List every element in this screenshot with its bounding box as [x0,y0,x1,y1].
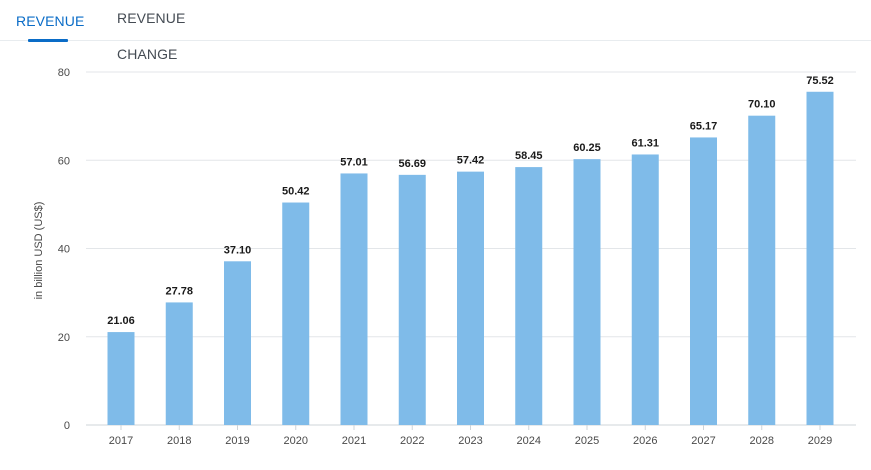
bar[interactable] [457,171,484,425]
x-tick-label: 2027 [691,435,715,447]
bar[interactable] [107,332,135,425]
bar[interactable] [515,167,543,425]
tab-revenue-change[interactable]: REVENUE CHANGE [117,0,247,62]
revenue-bar-chart: 21.06 27.78 37.10 50.42 57.01 56.69 57.42 58.45… [33,67,856,447]
tab-bar: REVENUE REVENUE CHANGE [0,0,871,62]
bar-value-label: 60.25 [573,142,601,154]
bar[interactable] [573,159,601,425]
bar[interactable] [806,91,834,425]
tab-revenue[interactable]: REVENUE [16,0,84,42]
x-tick-label: 2022 [400,435,424,447]
bar-value-label: 21.06 [107,315,135,327]
bar-value-label: 58.45 [515,150,543,162]
x-tick-label: 2017 [109,435,133,447]
bar-value-label: 50.42 [282,186,310,198]
bar-value-label: 57.01 [340,156,368,168]
y-tick-label: 60 [58,155,70,167]
x-tick-label: 2029 [808,435,832,447]
bar-value-label: 37.10 [224,244,252,256]
bar-value-label: 27.78 [165,285,193,297]
y-tick-label: 20 [58,332,70,344]
bar[interactable] [631,154,659,425]
y-tick-label: 80 [58,67,70,79]
bar[interactable] [165,302,193,425]
bar[interactable] [398,174,426,425]
bar[interactable] [690,137,717,425]
bar-value-label: 70.10 [748,99,776,111]
bar-value-label: 75.52 [806,75,834,87]
bar-value-label: 57.42 [457,155,485,167]
x-tick-label: 2019 [225,435,249,447]
bar[interactable] [282,202,310,425]
bar-value-label: 56.69 [398,158,426,170]
x-tick-label: 2018 [167,435,191,447]
x-tick-label: 2023 [458,435,482,447]
y-axis-label: in billion USD (US$) [33,202,45,300]
y-tick-label: 40 [58,244,70,256]
x-tick-label: 2028 [750,435,774,447]
x-tick-label: 2020 [284,435,308,447]
x-tick-label: 2026 [633,435,657,447]
y-tick-label: 0 [64,420,70,432]
x-tick-label: 2025 [575,435,599,447]
bar[interactable] [224,261,251,425]
bar-value-label: 61.31 [631,137,659,149]
bar-value-label: 65.17 [690,120,718,132]
bar[interactable] [748,115,776,425]
bar[interactable] [340,173,368,425]
x-tick-label: 2024 [517,435,541,447]
x-tick-label: 2021 [342,435,366,447]
